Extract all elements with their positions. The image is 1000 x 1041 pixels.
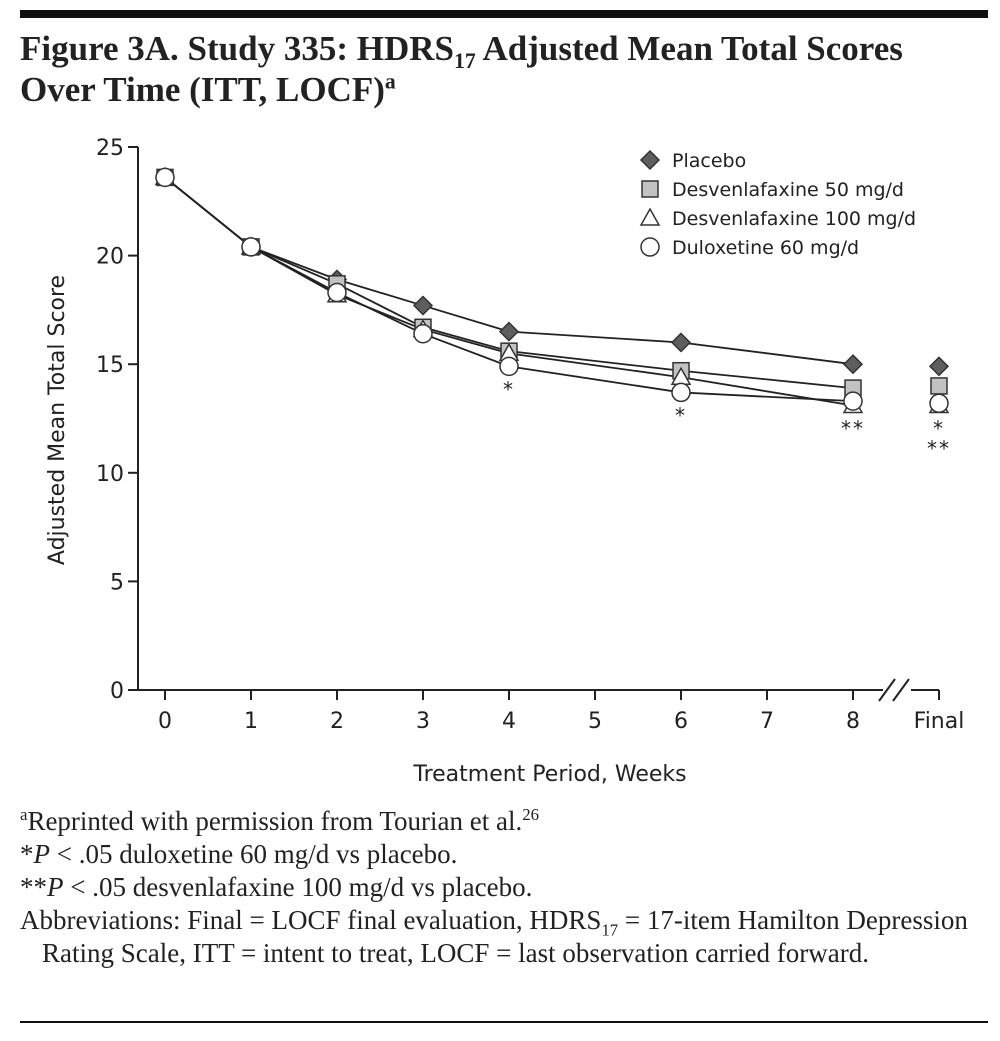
italic-run: P	[47, 872, 64, 902]
marker	[155, 167, 175, 188]
marker	[929, 393, 949, 414]
text-run: < .05 duloxetine 60 mg/d vs placebo.	[50, 839, 458, 869]
footnote: **P < .05 desvenlafaxine 100 mg/d vs pla…	[20, 871, 970, 904]
sub-run: 17	[601, 920, 619, 940]
x-tick-label: 1	[244, 709, 258, 734]
sup-run: 26	[522, 805, 539, 824]
x-tick-label: 4	[502, 709, 516, 734]
marker	[639, 149, 661, 171]
bottom-rule	[20, 1021, 988, 1023]
y-tick-label: 20	[96, 245, 124, 270]
x-axis-label: Treatment Period, Weeks	[412, 762, 686, 787]
annotation: **	[927, 436, 951, 460]
marker	[639, 207, 661, 226]
chart-title: Figure 3A. Study 335: HDRS17 Adjusted Me…	[20, 28, 980, 110]
footnote: Abbreviations: Final = LOCF final evalua…	[20, 904, 970, 970]
marker	[930, 377, 948, 395]
marker	[327, 282, 347, 303]
x-tick-label: 8	[846, 709, 860, 734]
y-tick-label: 5	[110, 570, 124, 595]
marker	[413, 324, 433, 344]
text-run: < .05 desvenlafaxine 100 mg/d vs placebo…	[63, 872, 533, 902]
marker	[670, 332, 692, 353]
footnote: aReprinted with permission from Tourian …	[20, 805, 970, 838]
text-run: Figure 3A. Study 335: HDRS	[20, 29, 454, 68]
sup-run: a	[384, 69, 396, 94]
legend-label: Desvenlafaxine 50 mg/d	[672, 179, 904, 201]
text-run: Reprinted with permission from Tourian e…	[27, 806, 523, 836]
annotation: *	[675, 403, 687, 427]
marker	[241, 237, 261, 257]
text-run: **	[20, 872, 47, 902]
x-tick-label: 3	[416, 709, 430, 734]
x-tick-label: 7	[760, 709, 774, 734]
top-rule	[20, 10, 988, 18]
annotation: *	[933, 416, 945, 440]
annotation: *	[503, 377, 515, 401]
legend-label: Placebo	[672, 150, 746, 172]
x-tick-label: 0	[158, 709, 172, 734]
y-tick-label: 15	[96, 353, 124, 378]
text-run: Adjusted Mean Total Scores Over Time (IT…	[20, 29, 903, 109]
italic-run: P	[33, 839, 51, 869]
x-tick-label: 5	[588, 709, 602, 734]
marker	[671, 382, 691, 403]
marker	[498, 321, 520, 342]
text-run: Abbreviations: Final = LOCF final evalua…	[20, 905, 602, 935]
y-tick-label: 25	[96, 136, 124, 161]
annotation: **	[841, 416, 865, 440]
marker	[928, 356, 950, 377]
axis-break	[878, 678, 896, 702]
y-axis-label: Adjusted Mean Total Score	[45, 275, 70, 565]
footnote: *P < .05 duloxetine 60 mg/d vs placebo.	[20, 838, 970, 871]
legend-label: Duloxetine 60 mg/d	[672, 237, 859, 259]
y-tick-label: 0	[110, 679, 124, 704]
axis-break	[892, 678, 910, 702]
marker	[640, 237, 660, 257]
marker	[842, 354, 864, 375]
marker	[843, 391, 863, 411]
marker	[641, 180, 659, 198]
x-tick-label: 6	[674, 709, 688, 734]
legend-label: Desvenlafaxine 100 mg/d	[672, 208, 916, 230]
text-run: *	[20, 839, 34, 869]
x-tick-label: 2	[330, 709, 344, 734]
x-tick-label: Final	[914, 709, 965, 734]
text-run: = 17-item Hamilton Depression Rating Sca…	[42, 905, 968, 968]
y-tick-label: 10	[96, 462, 124, 487]
marker	[499, 356, 519, 377]
sup-run: a	[20, 805, 28, 824]
sub-run: 17	[453, 49, 476, 73]
marker	[412, 295, 434, 316]
footnotes: aReprinted with permission from Tourian …	[20, 805, 970, 970]
